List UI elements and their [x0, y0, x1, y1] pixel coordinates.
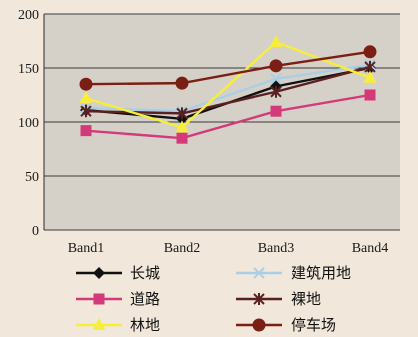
series-6: [79, 45, 377, 91]
y-tick-label: 150: [18, 62, 39, 77]
grid: [43, 13, 400, 231]
x-tick-label: Band2: [164, 241, 201, 256]
series-3: [80, 89, 376, 144]
legend-label: 停车场: [291, 316, 336, 334]
legend-marker: [92, 318, 106, 330]
data-point: [270, 73, 282, 85]
legend-label: 裸地: [291, 290, 321, 308]
y-axis-ticks: 0 50 100 150 200: [18, 8, 39, 239]
series-group: [79, 35, 377, 144]
data-point: [270, 105, 282, 117]
legend-label: 林地: [130, 316, 160, 334]
legend-marker: [93, 267, 105, 279]
x-tick-label: Band3: [258, 241, 295, 256]
data-point: [270, 85, 282, 98]
data-point: [175, 76, 189, 90]
legend-marker: [93, 293, 105, 305]
data-point: [176, 107, 188, 120]
legend-label: 长城: [130, 264, 160, 282]
data-point: [80, 125, 92, 137]
series-line: [85, 93, 371, 140]
legend-item: 建筑用地: [236, 264, 351, 282]
legend-item: 长城: [76, 264, 160, 282]
legend-item: 裸地: [236, 290, 321, 308]
series-line: [85, 63, 371, 113]
data-point: [79, 91, 93, 104]
legend-item: 林地: [76, 316, 160, 334]
y-tick-label: 200: [18, 8, 39, 23]
data-point: [363, 70, 377, 83]
y-tick-label: 50: [25, 170, 39, 185]
data-point: [80, 105, 92, 118]
series-line: [85, 50, 371, 86]
legend-marker: [253, 293, 265, 305]
legend-marker: [253, 267, 265, 279]
legend-label: 建筑用地: [291, 264, 351, 282]
y-tick-label: 100: [18, 116, 39, 131]
legend-marker: [252, 318, 266, 332]
data-point: [175, 120, 189, 133]
x-tick-label: Band4: [352, 241, 389, 256]
data-point: [269, 35, 283, 48]
data-point: [79, 77, 93, 91]
legend-label: 道路: [130, 290, 160, 308]
x-tick-label: Band1: [68, 241, 105, 256]
data-point: [269, 59, 283, 73]
legend-item: 停车场: [236, 316, 336, 334]
y-tick-label: 0: [32, 224, 39, 239]
x-axis-ticks: Band1 Band2 Band3 Band4: [68, 241, 389, 256]
data-point: [176, 132, 188, 144]
data-point: [363, 45, 377, 59]
legend-item: 道路: [76, 290, 160, 308]
data-point: [364, 89, 376, 101]
